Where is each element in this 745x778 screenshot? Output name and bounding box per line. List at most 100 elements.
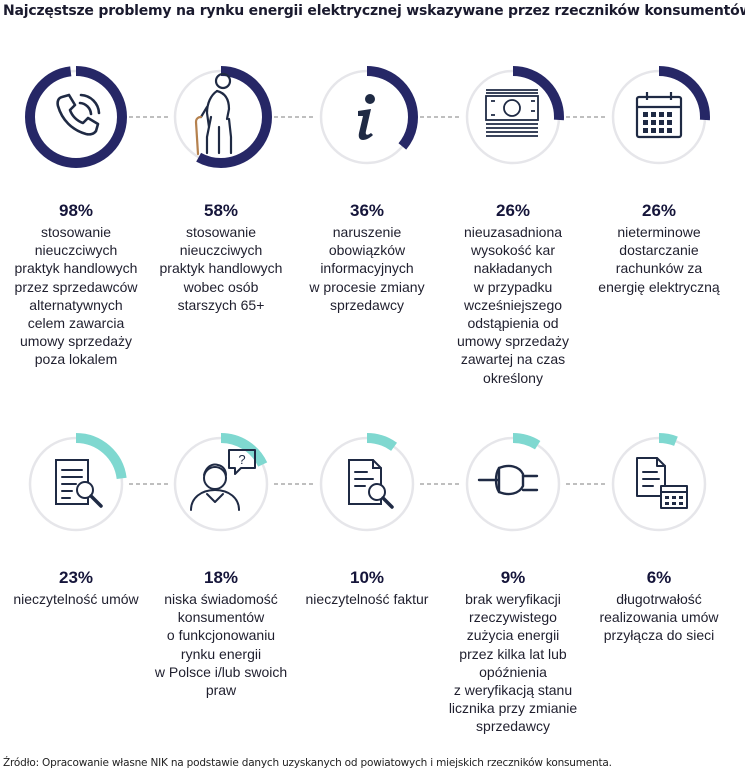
item-label: 58% stosowanie nieuczciwych praktyk handlow… [151,201,291,314]
ring-item [462,66,564,168]
item-label: 9% brak weryfikacji rzeczywistego zużycia e… [443,568,583,736]
description-line: praktyk handlowych [159,260,283,277]
value-label: 10% [349,568,385,587]
value-label: 26% [495,201,531,220]
item-label: 18% niska świadomość konsumentów o funkcjon… [151,568,291,699]
document-search-icon [55,459,103,508]
description: nieczytelność umów [6,590,146,608]
item-label: 10% nieczytelność faktur [297,568,437,608]
description-line: celem zawarcia [27,315,125,332]
description-line: nieczytelność faktur [305,591,429,607]
description-line: stosowanie [40,224,112,240]
description-line: stosowanie [185,224,257,240]
item-label: 23% nieczytelność umów [6,568,146,608]
value-label: 36% [349,201,385,220]
item-label: 98% stosowanie nieuczciwych praktyk handlow… [6,201,146,369]
ring-item [170,433,272,535]
source-note: Źródło: Opracowanie własne NIK na podsta… [3,757,612,769]
description: nieuzasadniona wysokość kar nakładanych w p… [443,223,583,387]
document-calendar-icon [636,457,688,509]
ring-arc [608,433,710,535]
description-line: rynku energii [180,645,262,662]
description-line: opóźnienia [479,663,547,680]
ring-arc [608,66,710,168]
ring-arc [25,66,127,168]
description: niska świadomość konsumentów o funkcjonowa… [151,590,291,699]
description-line: długotrwałość [616,591,702,607]
description-line: określony [483,369,543,386]
description-line: nieterminowe [617,224,701,240]
description-line: nieuczciwych [34,242,118,259]
description: nieczytelność faktur [297,590,437,608]
description-line: obowiązków [328,242,406,259]
ring-arc [316,433,418,535]
ring-arc [170,433,272,535]
description-line: niska świadomość [164,591,278,607]
item-label: 36% naruszenie obowiązków informacyjnych w p… [297,201,437,314]
item-label: 6% długotrwałość realizowania umów przyłącz… [589,568,729,645]
description-line: praktyk handlowych [14,260,138,277]
svg-text:?: ? [238,452,245,467]
value-label: 58% [203,201,239,220]
description-line: umowy sprzedaży [456,333,570,350]
ring-track [319,436,415,532]
value-label: 6% [646,568,672,587]
description-line: energię elektryczną [598,278,720,295]
ring-item [608,433,710,535]
description-line: zużycia energii [466,627,560,644]
value-label: 18% [203,568,239,587]
ring-arc [462,433,564,535]
description-line: rzeczywistego [469,609,557,626]
ring-arc [462,66,564,168]
description-line: w procesie zmiany [309,278,425,295]
description-line: informacyjnych [320,260,414,277]
page-title: Najczęstsze problemy na rynku energii el… [3,3,745,19]
description-line: naruszenie [332,224,402,240]
description-line: odstąpienia od [467,315,559,332]
description-line: nieczytelność umów [13,591,139,607]
description: stosowanie nieuczciwych praktyk handlowych… [151,223,291,314]
description-line: nieuzasadniona [463,224,563,240]
description-line: nieuczciwych [179,242,263,259]
description: nieterminowe dostarczanie rachunków za ener… [589,223,729,296]
description-line: przyłącza do sieci [603,627,715,644]
description-line: wcześniejszego [463,296,563,313]
description-line: alternatywnych [29,296,123,313]
description-line: praw [205,682,237,699]
banknotes-icon [485,89,539,137]
ring-arc [25,433,127,535]
ring-item [316,433,418,535]
description-line: przez sprzedawców [14,278,138,295]
ring-item [25,66,127,168]
item-label: 26% nieterminowe dostarczanie rachunków za e… [589,201,729,296]
description-line: wobec osób [183,278,259,295]
description: stosowanie nieuczciwych praktyk handlowych… [6,223,146,369]
item-label: 26% nieuzasadniona wysokość kar nakładanych… [443,201,583,387]
description-line: zawartej na czas [460,351,566,368]
info-icon [358,94,375,140]
ring-arc [170,66,272,168]
plug-icon [477,464,539,496]
description: długotrwałość realizowania umów przyłącza … [589,590,729,645]
ring-item [170,66,272,168]
description-line: starszych 65+ [177,296,265,313]
ring-track [611,436,707,532]
description-line: w przypadku [473,278,553,295]
description-line: licznika przy zmianie [448,700,578,717]
description-line: o funkcjonowaniu [166,627,276,644]
value-label: 9% [500,568,526,587]
invoice-search-icon [348,459,394,509]
elderly-person-icon [194,72,233,156]
ring-arc [316,66,418,168]
description-line: przez kilka lat lub [459,645,567,662]
description-line: w Polsce i/lub swoich [154,663,288,680]
person-question-icon: ? [190,449,256,511]
value-label: 23% [58,568,94,587]
value-label: 26% [641,201,677,220]
calendar-icon [635,92,683,139]
description-line: brak weryfikacji [465,591,561,607]
description-line: z weryfikacją stanu [453,682,573,699]
phone-icon [56,93,101,136]
description-line: sprzedawcy [476,718,550,735]
